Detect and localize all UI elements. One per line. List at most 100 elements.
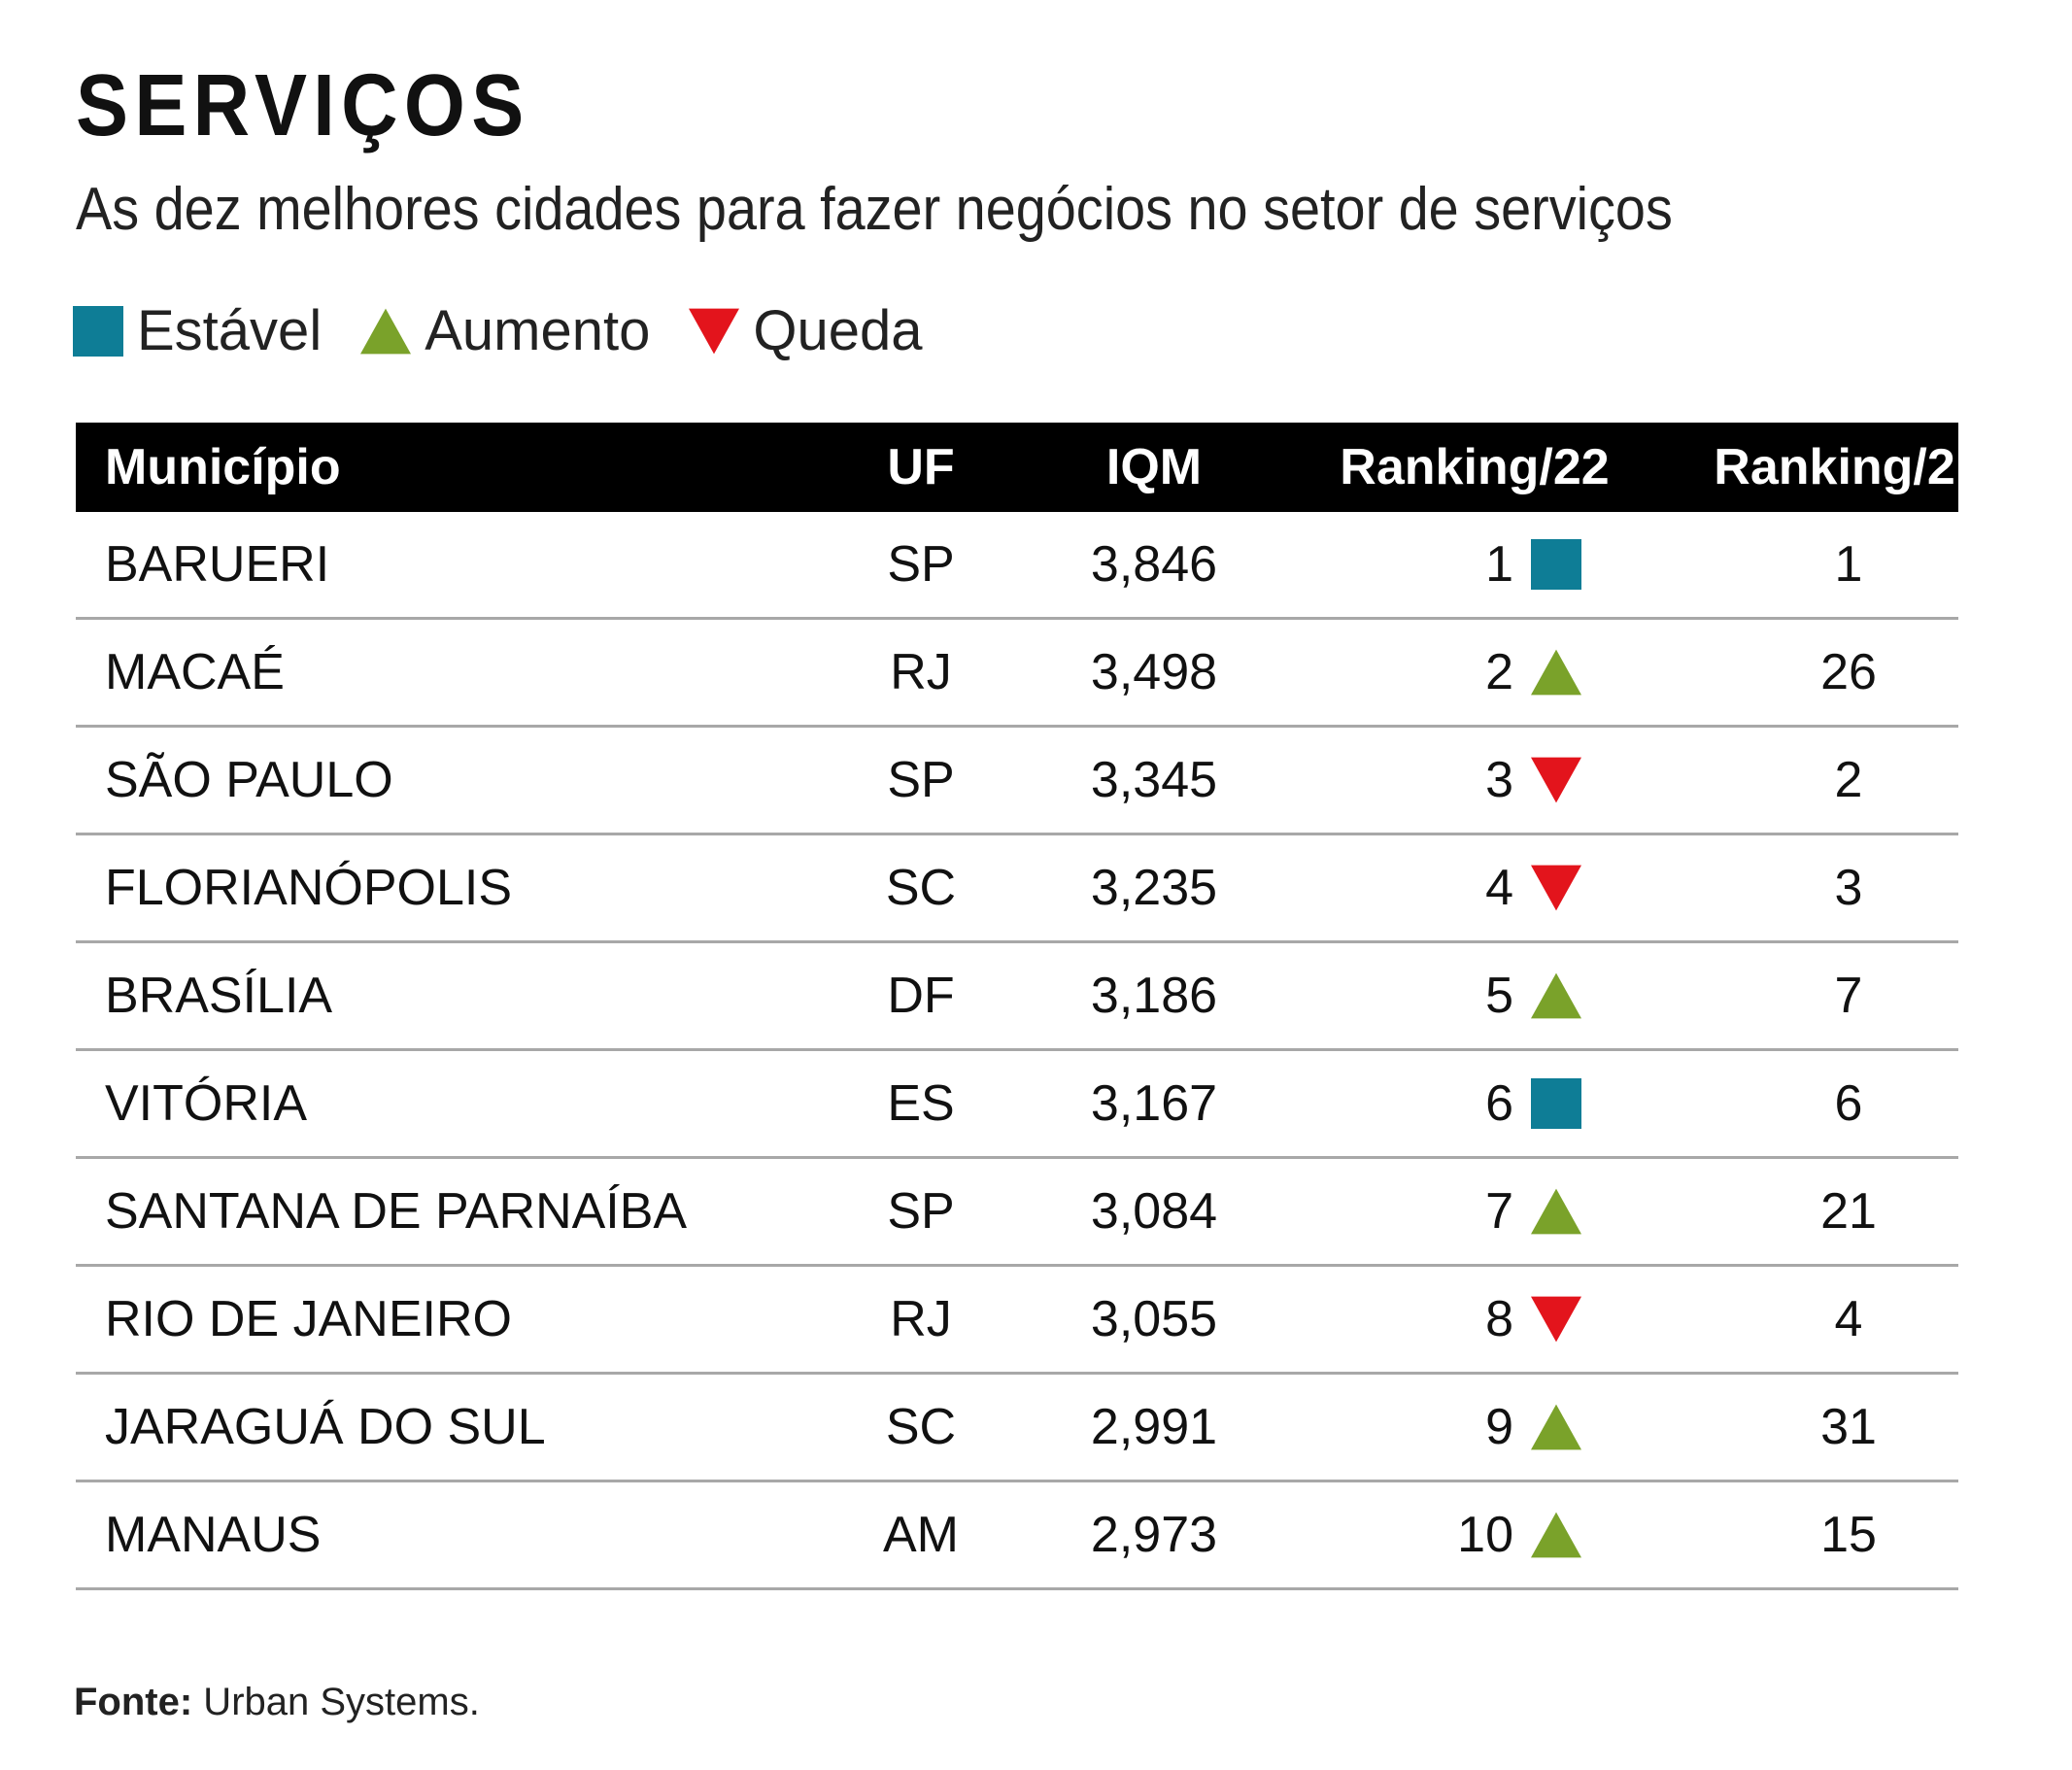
triangle-down-icon [1531, 1296, 1581, 1343]
table-row: SANTANA DE PARNAÍBA SP 3,084 7 21 [76, 1159, 1958, 1267]
source-text: Urban Systems. [192, 1681, 480, 1723]
header-ranking-21: Ranking/21 [1714, 439, 1984, 495]
cell-ranking-21: 21 [1820, 1183, 1877, 1240]
cell-ranking-21: 1 [1834, 536, 1863, 593]
cell-iqm: 2,973 [1090, 1507, 1218, 1563]
source-note: Fonte: Urban Systems. [74, 1681, 480, 1724]
table-row: BRASÍLIA DF 3,186 5 7 [76, 943, 1958, 1051]
cell-uf: SP [887, 752, 955, 808]
table-row: BARUERI SP 3,846 1 1 [76, 512, 1958, 620]
status-indicator [1531, 728, 1581, 833]
cell-ranking-21: 31 [1820, 1399, 1877, 1455]
cell-ranking-21-wrap: 31 [1679, 1375, 2019, 1480]
cell-municipio: SÃO PAULO [105, 752, 393, 808]
cell-uf: SC [885, 1399, 957, 1455]
cell-ranking-22: 1 [1485, 536, 1513, 593]
cell-ranking-21: 4 [1834, 1291, 1863, 1347]
cell-municipio: SANTANA DE PARNAÍBA [105, 1183, 688, 1240]
legend-label: Queda [753, 298, 923, 362]
cell-iqm: 3,084 [1090, 1183, 1218, 1240]
cell-municipio: RIO DE JANEIRO [105, 1291, 512, 1347]
cell-ranking-21: 2 [1834, 752, 1863, 808]
triangle-down-icon [689, 308, 740, 355]
cell-ranking-22: 7 [1485, 1183, 1513, 1240]
cell-ranking-21-wrap: 15 [1679, 1482, 2019, 1587]
cell-uf: SP [887, 536, 955, 593]
status-indicator [1531, 620, 1581, 725]
cell-ranking-21-wrap: 2 [1679, 728, 2019, 833]
cell-ranking-22: 9 [1485, 1399, 1513, 1455]
table-header: Município UF IQM Ranking/22 Ranking/21 [76, 423, 1984, 512]
legend-item-decrease: Queda [689, 298, 923, 363]
triangle-down-icon [689, 305, 740, 356]
cell-ranking-21: 7 [1834, 968, 1863, 1024]
header-iqm: IQM [1105, 439, 1203, 495]
cell-iqm: 3,186 [1090, 968, 1218, 1024]
cell-iqm: 2,991 [1090, 1399, 1218, 1455]
status-indicator [1531, 835, 1581, 940]
legend-item-increase: Aumento [360, 298, 650, 363]
triangle-up-icon [1531, 1188, 1581, 1235]
cell-municipio: BARUERI [105, 536, 330, 593]
cell-municipio: VITÓRIA [105, 1075, 308, 1132]
chart-title: SERVIÇOS [76, 57, 530, 154]
legend-label: Estável [137, 298, 323, 362]
legend-item-stable: Estável [73, 298, 322, 363]
ranking-table: Município UF IQM Ranking/22 Ranking/21 B… [76, 423, 1984, 1590]
cell-ranking-22: 2 [1485, 644, 1513, 700]
triangle-up-icon [360, 305, 412, 356]
status-indicator [1531, 1482, 1581, 1587]
cell-ranking-21: 15 [1820, 1507, 1877, 1563]
cell-ranking-21-wrap: 4 [1679, 1267, 2019, 1372]
cell-ranking-22: 3 [1485, 752, 1513, 808]
status-indicator [1531, 1159, 1581, 1264]
cell-municipio: FLORIANÓPOLIS [105, 860, 512, 916]
source-label: Fonte: [74, 1681, 193, 1723]
triangle-up-icon [1531, 649, 1581, 696]
cell-ranking-22: 4 [1485, 860, 1513, 916]
table-row: SÃO PAULO SP 3,345 3 2 [76, 728, 1958, 835]
chart-subtitle: As dez melhores cidades para fazer negóc… [76, 176, 1673, 243]
cell-uf: SC [885, 860, 957, 916]
table-row: JARAGUÁ DO SUL SC 2,991 9 31 [76, 1375, 1958, 1482]
cell-ranking-21: 6 [1834, 1075, 1863, 1132]
cell-ranking-21: 26 [1820, 644, 1877, 700]
header-ranking-22: Ranking/22 [1340, 439, 1610, 495]
cell-iqm: 3,498 [1090, 644, 1218, 700]
triangle-up-icon [1531, 972, 1581, 1019]
cell-uf: DF [887, 968, 955, 1024]
cell-uf: RJ [890, 644, 952, 700]
cell-ranking-22: 6 [1485, 1075, 1513, 1132]
triangle-up-icon [1531, 1404, 1581, 1450]
cell-uf: RJ [890, 1291, 952, 1347]
triangle-down-icon [1531, 865, 1581, 911]
legend: Estável Aumento Queda [73, 296, 962, 364]
cell-municipio: MANAUS [105, 1507, 322, 1563]
cell-iqm: 3,846 [1090, 536, 1218, 593]
cell-iqm: 3,055 [1090, 1291, 1218, 1347]
cell-ranking-21-wrap: 3 [1679, 835, 2019, 940]
cell-ranking-21-wrap: 6 [1679, 1051, 2019, 1156]
cell-iqm: 3,345 [1090, 752, 1218, 808]
cell-ranking-21-wrap: 21 [1679, 1159, 2019, 1264]
cell-municipio: BRASÍLIA [105, 968, 333, 1024]
table-body: BARUERI SP 3,846 1 1 MACAÉ RJ 3,498 2 26 SÃO PAULO… [76, 512, 1958, 1590]
table-row: MANAUS AM 2,973 10 15 [76, 1482, 1958, 1590]
table-row: MACAÉ RJ 3,498 2 26 [76, 620, 1958, 728]
cell-uf: SP [887, 1183, 955, 1240]
triangle-up-icon [360, 308, 412, 355]
cell-uf: ES [887, 1075, 955, 1132]
header-uf: UF [887, 439, 955, 495]
cell-ranking-22: 8 [1485, 1291, 1513, 1347]
status-indicator [1531, 1267, 1581, 1372]
cell-ranking-21: 3 [1834, 860, 1863, 916]
square-icon [1531, 1078, 1581, 1129]
legend-label: Aumento [425, 298, 651, 362]
square-icon [73, 306, 123, 357]
cell-ranking-21-wrap: 1 [1679, 512, 2019, 617]
header-municipio: Município [105, 439, 341, 495]
triangle-down-icon [1531, 757, 1581, 803]
cell-ranking-22: 10 [1457, 1507, 1513, 1563]
cell-municipio: MACAÉ [105, 644, 285, 700]
status-indicator [1531, 1051, 1581, 1156]
